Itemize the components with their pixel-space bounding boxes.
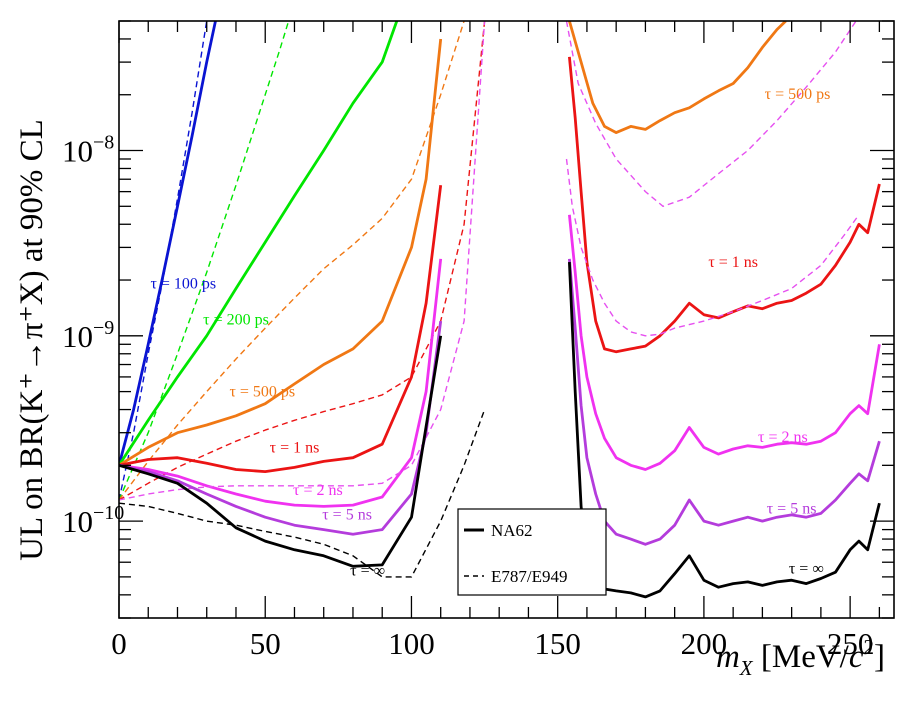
curve-label-1: τ = 200 ps: [203, 312, 269, 329]
series-line-1: [119, 21, 208, 501]
x-tick-label-2: 100: [388, 626, 435, 661]
y-axis-label: UL on BR(K⁺→π⁺X) at 90% CL: [14, 119, 50, 561]
curve-label-9: τ = 2 ns: [758, 429, 808, 446]
series-line-19: [568, 262, 881, 599]
series-line-4: [119, 38, 443, 467]
legend-entry-e787-e949: E787/E949: [491, 567, 568, 586]
series-line-16: [568, 258, 881, 546]
x-tick-label-4: 200: [681, 626, 728, 661]
x-tick-label-5: 250: [827, 626, 874, 661]
series-line-8: [119, 185, 443, 473]
series-line-9: [119, 21, 486, 501]
y-tick-label-2: 10−8: [62, 132, 114, 169]
series-line-13: [119, 21, 486, 501]
curve-label-4: τ = 2 ns: [293, 482, 343, 499]
curve-label-11: τ = ∞: [789, 561, 824, 578]
x-tick-label-3: 150: [534, 626, 581, 661]
x-tick-label-1: 50: [250, 626, 281, 661]
curve-label-6: τ = ∞: [350, 562, 385, 579]
series-line-7: [565, 21, 857, 207]
series-line-12: [119, 258, 443, 508]
series-line-3: [119, 21, 290, 501]
legend-entry-na62: NA62: [491, 521, 533, 540]
series-line-18: [119, 409, 486, 578]
tick-layer: 0 50 100 150 200 250 10−10 10−9 10−8: [62, 20, 894, 661]
curve-label-0: τ = 100 ps: [150, 276, 216, 293]
plot-frame: [118, 20, 895, 619]
series-line-17: [119, 335, 443, 568]
x-axis-label: mX [MeV/c2]: [716, 635, 885, 680]
series-line-6: [568, 21, 787, 134]
curve-label-7: τ = 500 ps: [765, 86, 831, 103]
series-line-11: [565, 158, 860, 337]
legend: NA62 E787/E949: [457, 508, 607, 596]
curve-label-2: τ = 500 ps: [229, 384, 295, 401]
y-tick-label-0: 10−10: [62, 502, 124, 539]
series-line-2: [119, 21, 399, 467]
curve-label-10: τ = 5 ns: [767, 500, 817, 517]
legend-box: [457, 508, 607, 596]
series-line-15: [119, 320, 443, 536]
annotation-layer: τ = 100 ps τ = 200 ps τ = 500 ps τ = 1 ns τ …: [150, 86, 830, 579]
series-line-10: [568, 56, 881, 354]
series-layer: [119, 21, 881, 599]
y-tick-label-1: 10−9: [62, 317, 114, 354]
series-line-5: [119, 21, 465, 501]
curve-label-3: τ = 1 ns: [270, 439, 320, 456]
x-tick-label-0: 0: [111, 626, 127, 661]
curve-label-8: τ = 1 ns: [708, 254, 758, 271]
curve-label-5: τ = 5 ns: [322, 507, 372, 524]
series-line-14: [568, 214, 881, 471]
